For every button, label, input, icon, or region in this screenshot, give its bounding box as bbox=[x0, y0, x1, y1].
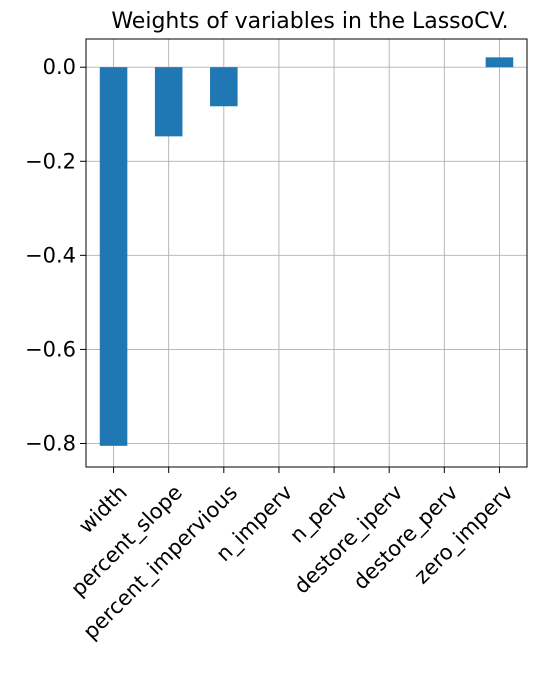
y-tick-label: −0.8 bbox=[25, 431, 76, 455]
bar-zero-imperv bbox=[485, 57, 514, 68]
y-tick-label: 0.0 bbox=[43, 55, 76, 79]
y-tick-label: −0.4 bbox=[25, 243, 76, 267]
x-axis: widthpercent_slopepercent_imperviousn_im… bbox=[66, 467, 518, 645]
plot-frame bbox=[85, 38, 528, 468]
chart-title: Weights of variables in the LassoCV. bbox=[111, 9, 508, 34]
bars bbox=[99, 57, 514, 446]
x-tick-label-zero-imperv: zero_imperv bbox=[409, 480, 518, 589]
bar-percent-slope bbox=[154, 67, 183, 137]
y-tick-label: −0.2 bbox=[25, 149, 76, 173]
bar-width bbox=[99, 67, 128, 446]
bar-percent-impervious bbox=[210, 67, 238, 107]
y-axis: 0.0 −0.2 −0.4 −0.6 −0.8 bbox=[25, 55, 86, 455]
grid-lines bbox=[86, 39, 527, 467]
y-tick-label: −0.6 bbox=[25, 337, 76, 361]
